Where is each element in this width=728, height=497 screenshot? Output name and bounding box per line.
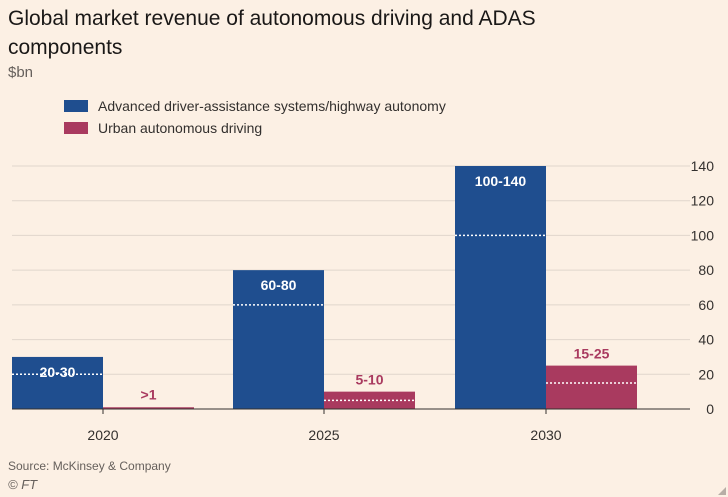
bar <box>546 365 637 409</box>
legend-swatch-urban <box>64 122 88 134</box>
legend: Advanced driver-assistance systems/highw… <box>64 95 446 139</box>
chart-subtitle: $bn <box>8 64 34 81</box>
x-tick-label: 2025 <box>308 427 339 443</box>
y-tick-label: 20 <box>698 366 714 382</box>
corner-mark <box>718 487 726 495</box>
source-note: Source: McKinsey & Company <box>8 459 171 473</box>
y-tick-label: 120 <box>691 193 715 209</box>
data-label: 100-140 <box>475 173 527 189</box>
y-tick-label: 100 <box>691 227 715 243</box>
y-tick-label: 140 <box>691 158 715 174</box>
legend-item-adas: Advanced driver-assistance systems/highw… <box>64 95 446 117</box>
legend-label-urban: Urban autonomous driving <box>98 120 263 136</box>
data-label: 5-10 <box>355 372 383 388</box>
y-tick-label: 80 <box>698 262 714 278</box>
data-label: 60-80 <box>261 277 297 293</box>
legend-item-urban: Urban autonomous driving <box>64 117 446 139</box>
y-tick-label: 0 <box>706 401 714 417</box>
copyright-note: © FT <box>8 477 38 492</box>
legend-swatch-adas <box>64 100 88 112</box>
data-label: 20-30 <box>40 364 76 380</box>
chart-title: Global market revenue of autonomous driv… <box>8 7 536 59</box>
x-tick-label: 2020 <box>87 427 118 443</box>
data-label: 15-25 <box>574 346 610 362</box>
bar <box>12 356 103 409</box>
data-label: >1 <box>141 386 157 402</box>
legend-label-adas: Advanced driver-assistance systems/highw… <box>98 98 446 114</box>
bar <box>233 270 324 409</box>
y-tick-label: 40 <box>698 332 714 348</box>
bar <box>103 407 194 409</box>
x-tick-label: 2030 <box>530 427 561 443</box>
bar <box>455 166 546 409</box>
y-tick-label: 60 <box>698 297 714 313</box>
